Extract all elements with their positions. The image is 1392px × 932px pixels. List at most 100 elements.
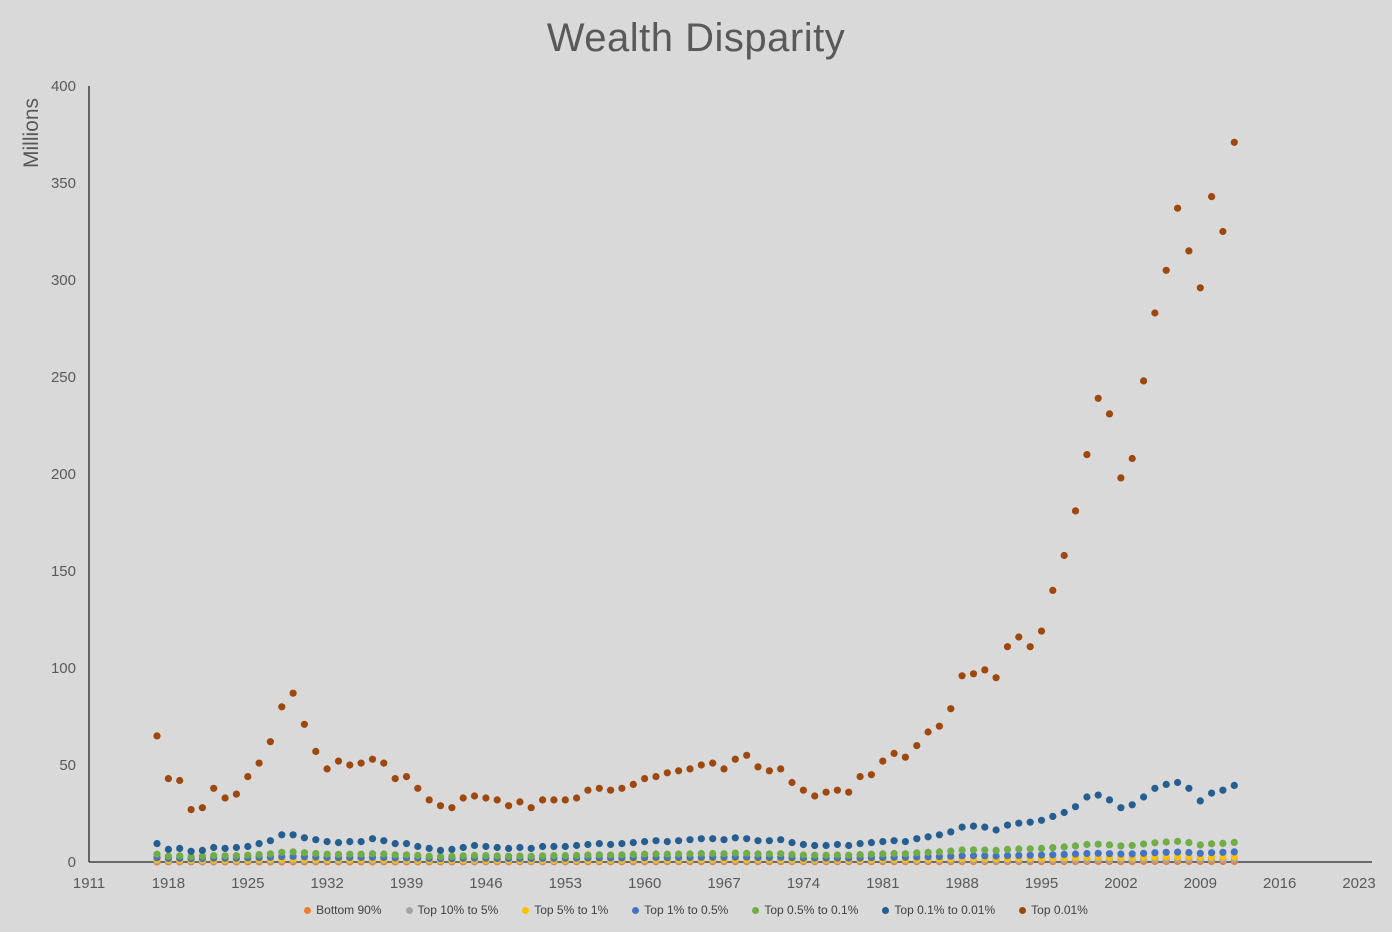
legend-marker-icon: [1019, 906, 1027, 914]
data-point: [1196, 849, 1204, 857]
data-point: [368, 850, 377, 858]
data-point: [221, 794, 229, 802]
data-point: [334, 850, 343, 859]
data-point: [709, 759, 717, 767]
x-tick-label: 1925: [231, 875, 264, 892]
data-point: [1049, 844, 1057, 852]
data-point: [1037, 627, 1046, 635]
data-point: [448, 845, 456, 854]
data-point: [561, 852, 569, 860]
data-point: [754, 763, 762, 771]
data-point: [981, 823, 989, 831]
data-point: [436, 802, 445, 810]
data-point: [459, 794, 467, 802]
data-point: [300, 834, 308, 842]
data-point: [1094, 849, 1102, 857]
legend-item: Top 0.5% to 0.1%: [752, 903, 858, 917]
data-point: [641, 775, 649, 783]
data-point: [1105, 841, 1114, 849]
data-point: [459, 852, 467, 860]
data-point: [187, 853, 195, 861]
data-point: [1060, 850, 1068, 859]
data-point: [1094, 791, 1102, 799]
data-point: [1071, 507, 1080, 515]
data-point: [765, 767, 774, 775]
data-point: [1003, 845, 1012, 854]
data-point: [947, 847, 955, 855]
data-point: [198, 846, 206, 855]
y-tick-label: 50: [59, 757, 76, 774]
data-point: [629, 850, 637, 859]
data-point: [312, 747, 320, 756]
data-point: [981, 846, 989, 854]
data-point: [1026, 845, 1034, 853]
data-point: [1185, 247, 1193, 255]
data-point: [935, 722, 944, 730]
data-point: [913, 849, 921, 857]
data-point: [266, 837, 274, 845]
data-point: [629, 780, 637, 789]
data-point: [879, 850, 887, 858]
data-point: [1117, 474, 1125, 482]
x-tick-label: 2009: [1184, 875, 1217, 892]
data-point: [652, 850, 660, 858]
data-point: [1105, 850, 1114, 858]
data-point: [935, 848, 944, 856]
data-point: [448, 804, 456, 812]
data-point: [675, 767, 683, 775]
data-point: [1208, 789, 1216, 797]
data-point: [391, 840, 399, 848]
data-point: [1060, 808, 1068, 817]
data-point: [1083, 840, 1091, 849]
y-tick-label: 0: [68, 854, 76, 871]
data-point: [164, 852, 172, 860]
data-point: [595, 851, 603, 859]
data-point: [1117, 842, 1125, 850]
x-tick-label: 1988: [945, 875, 978, 892]
data-point: [890, 837, 898, 845]
data-point: [1083, 451, 1091, 459]
data-point: [1094, 394, 1102, 402]
y-tick-label: 400: [51, 78, 76, 95]
data-point: [743, 751, 751, 759]
data-point: [799, 840, 808, 849]
data-point: [629, 839, 637, 847]
data-point: [1060, 551, 1068, 560]
data-point: [1128, 801, 1136, 809]
data-point: [1049, 586, 1057, 595]
data-point: [1037, 816, 1046, 824]
data-point: [822, 841, 830, 850]
x-tick-label: 1974: [787, 875, 820, 892]
x-tick-label: 1967: [707, 875, 740, 892]
data-point: [380, 850, 388, 858]
data-point: [1128, 841, 1136, 850]
data-point: [210, 784, 218, 792]
x-tick-label: 2023: [1342, 875, 1375, 892]
data-point: [1071, 850, 1080, 858]
data-point: [686, 765, 694, 773]
data-point: [686, 850, 694, 858]
data-point: [1037, 851, 1046, 859]
data-point: [981, 666, 989, 674]
data-point: [346, 761, 354, 769]
data-point: [482, 842, 490, 851]
data-point: [1162, 780, 1170, 789]
data-point: [867, 839, 876, 847]
data-point: [845, 841, 853, 850]
data-point: [675, 850, 683, 858]
data-point: [969, 670, 978, 678]
data-point: [697, 761, 705, 769]
data-point: [822, 788, 830, 796]
data-point: [1105, 796, 1114, 804]
data-point: [890, 849, 898, 858]
data-point: [1196, 841, 1204, 849]
data-point: [867, 850, 876, 858]
data-point: [607, 786, 615, 794]
data-point: [493, 843, 501, 852]
data-point: [1003, 821, 1012, 829]
data-point: [493, 852, 501, 860]
data-point: [641, 850, 649, 858]
data-point: [539, 842, 547, 851]
data-point: [1208, 193, 1216, 201]
data-point: [391, 775, 399, 783]
